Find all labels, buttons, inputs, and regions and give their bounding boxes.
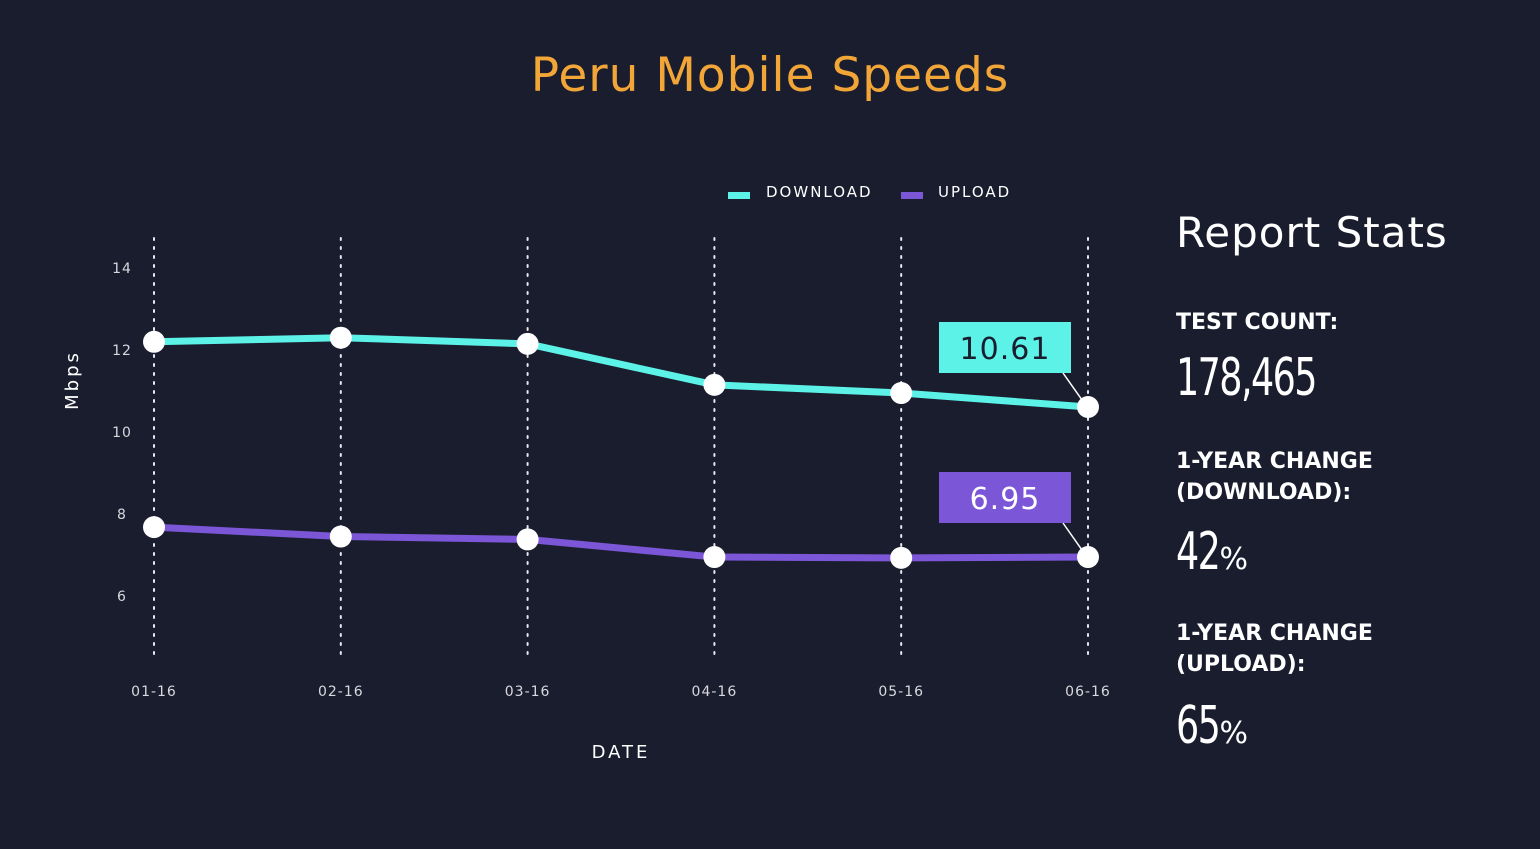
point-upload-01-16 [143,516,165,539]
x-tick-04-16: 04-16 [692,684,738,700]
point-upload-03-16 [516,528,539,551]
report-stats-panel: Report Stats TEST COUNT: 178,465 1-YEAR … [1176,205,1516,756]
x-tick-03-16: 03-16 [505,684,551,700]
point-upload-04-16 [703,546,726,569]
x-tick-02-16: 02-16 [318,684,364,700]
y-tick-6: 6 [117,589,127,605]
y-tick-8: 8 [117,507,127,523]
x-tick-06-16: 06-16 [1065,684,1111,700]
download-change-label: 1-YEAR CHANGE (DOWNLOAD): [1176,446,1516,508]
point-upload-02-16 [329,525,352,548]
download-change-label-line-1: 1-YEAR CHANGE [1176,449,1373,474]
point-download-02-16 [329,326,352,349]
test-count-value: 178,465 [1176,348,1317,408]
upload-change-label-line-2: (UPLOAD): [1176,652,1306,677]
chart-title: Peru Mobile Speeds [530,48,1010,103]
y-tick-14: 14 [112,261,132,277]
point-download-03-16 [516,332,539,355]
callout-leader-download [1062,372,1083,401]
callout-value-upload: 6.95 [970,482,1041,517]
report-stats-heading: Report Stats [1176,208,1448,257]
series-lines [143,326,1099,569]
legend-label-download: DOWNLOAD [766,183,873,201]
upload-change-label: 1-YEAR CHANGE (UPLOAD): [1176,618,1516,680]
y-tick-10: 10 [112,425,132,441]
point-download-06-16 [1077,395,1099,418]
y-tick-12: 12 [112,343,132,359]
callout-box-download [939,322,1071,373]
y-axis-title: Mbps [62,350,83,410]
x-axis-ticks: 01-16 02-16 03-16 04-16 05-16 06-16 [131,684,1111,700]
point-upload-05-16 [890,546,913,569]
legend: DOWNLOAD UPLOAD [728,183,1011,201]
y-axis-ticks: 6 8 10 12 14 [112,261,132,605]
callout-value-download: 10.61 [960,332,1051,367]
value-callouts: 10.61 6.95 [939,322,1083,551]
upload-change: 65% [1176,696,1516,756]
point-download-05-16 [890,382,913,405]
legend-swatch-upload [901,192,923,199]
x-tick-01-16: 01-16 [131,684,177,700]
point-upload-06-16 [1077,546,1099,569]
download-change-label-line-2: (DOWNLOAD): [1176,480,1352,505]
download-change-value: 42 [1176,522,1221,582]
upload-change-label-line-1: 1-YEAR CHANGE [1176,621,1373,646]
upload-change-value: 65 [1176,696,1221,756]
callout-leader-upload [1062,522,1083,551]
series-line-upload [150,523,1092,562]
upload-change-percent: % [1219,716,1249,751]
point-download-01-16 [143,330,165,353]
callout-box-upload [939,472,1071,523]
download-change-percent: % [1219,542,1249,577]
test-count-label: TEST COUNT: [1176,310,1339,335]
grid-lines [153,237,1089,661]
download-change: 42% [1176,522,1516,582]
series-line-download [150,334,1092,411]
x-axis-title: DATE [592,742,651,763]
legend-swatch-download [728,192,750,199]
point-download-04-16 [703,373,726,396]
legend-label-upload: UPLOAD [938,183,1011,201]
x-tick-05-16: 05-16 [878,684,924,700]
